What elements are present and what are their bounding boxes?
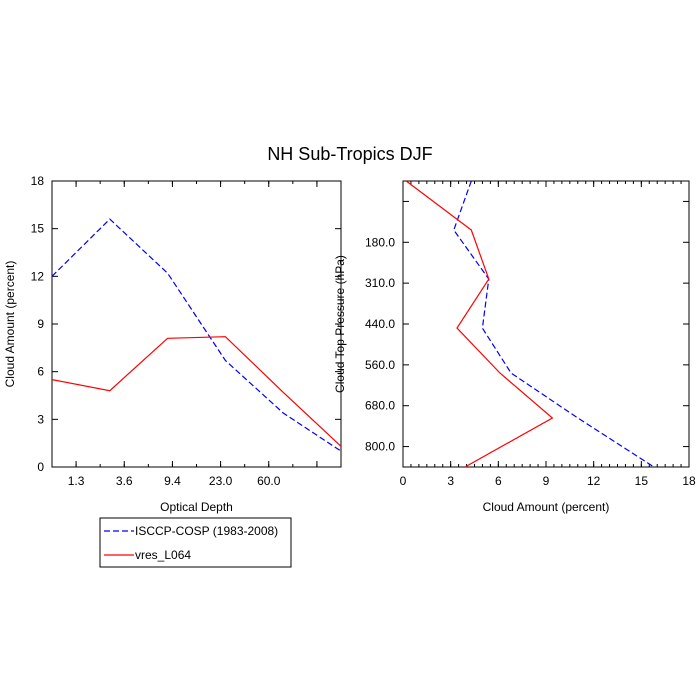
left-x-tick-label: 23.0 [209, 474, 233, 488]
right-x-tick-label: 0 [400, 474, 407, 488]
left-plot-frame [51, 180, 342, 468]
right-plot-frame [402, 180, 690, 468]
right-x-tick-label: 15 [635, 474, 649, 488]
right-x-tick-label: 6 [495, 474, 502, 488]
left-y-tick-label: 9 [37, 317, 44, 331]
legend-label-isccp: ISCCP-COSP (1983-2008) [135, 524, 278, 538]
right-x-axis-label: Cloud Amount (percent) [483, 500, 610, 514]
right-y-tick-label: 560.0 [365, 358, 395, 372]
left-x-tick-label: 3.6 [116, 474, 133, 488]
right-x-tick-label: 12 [587, 474, 601, 488]
left-x-tick-label: 1.3 [68, 474, 85, 488]
left-x-tick-label: 9.4 [164, 474, 181, 488]
right-y-axis-label: Cloud Top Pressure (hPa) [333, 255, 347, 393]
left-y-axis-label: Cloud Amount (percent) [3, 261, 17, 388]
left-series-model-line [51, 336, 342, 447]
legend-label-model: vres_L064 [135, 548, 191, 562]
left-y-tick-label: 18 [31, 174, 45, 188]
right-series-model-line [405, 180, 554, 468]
right-y-tick-label: 680.0 [365, 399, 395, 413]
right-x-tick-label: 3 [447, 474, 454, 488]
right-series-isccp-line [453, 180, 655, 468]
left-x-tick-label: 60.0 [257, 474, 281, 488]
left-x-axis-label: Optical Depth [160, 500, 233, 514]
left-y-tick-label: 12 [31, 269, 45, 283]
right-y-tick-label: 310.0 [365, 276, 395, 290]
right-y-tick-label: 440.0 [365, 317, 395, 331]
right-x-tick-label: 18 [682, 474, 696, 488]
left-panel: 1.3 3.6 9.4 23.0 60.0 0 3 6 9 12 15 18 Optical Depth… [3, 174, 342, 514]
legend-box [99, 517, 292, 568]
right-y-tick-label: 180.0 [365, 235, 395, 249]
left-y-tick-label: 3 [37, 412, 44, 426]
right-y-tick-label: 800.0 [365, 440, 395, 454]
left-series-isccp-line [51, 218, 342, 452]
legend: ISCCP-COSP (1983-2008) vres_L064 [99, 517, 292, 568]
right-x-tick-label: 9 [543, 474, 550, 488]
chart-title: NH Sub-Tropics DJF [267, 144, 432, 164]
left-y-tick-label: 0 [37, 460, 44, 474]
left-y-tick-label: 15 [31, 222, 45, 236]
left-y-tick-label: 6 [37, 365, 44, 379]
right-panel: 0 3 6 9 12 15 18 800.0 680.0 560.0 440.0 310.0 180.0… [333, 180, 696, 514]
